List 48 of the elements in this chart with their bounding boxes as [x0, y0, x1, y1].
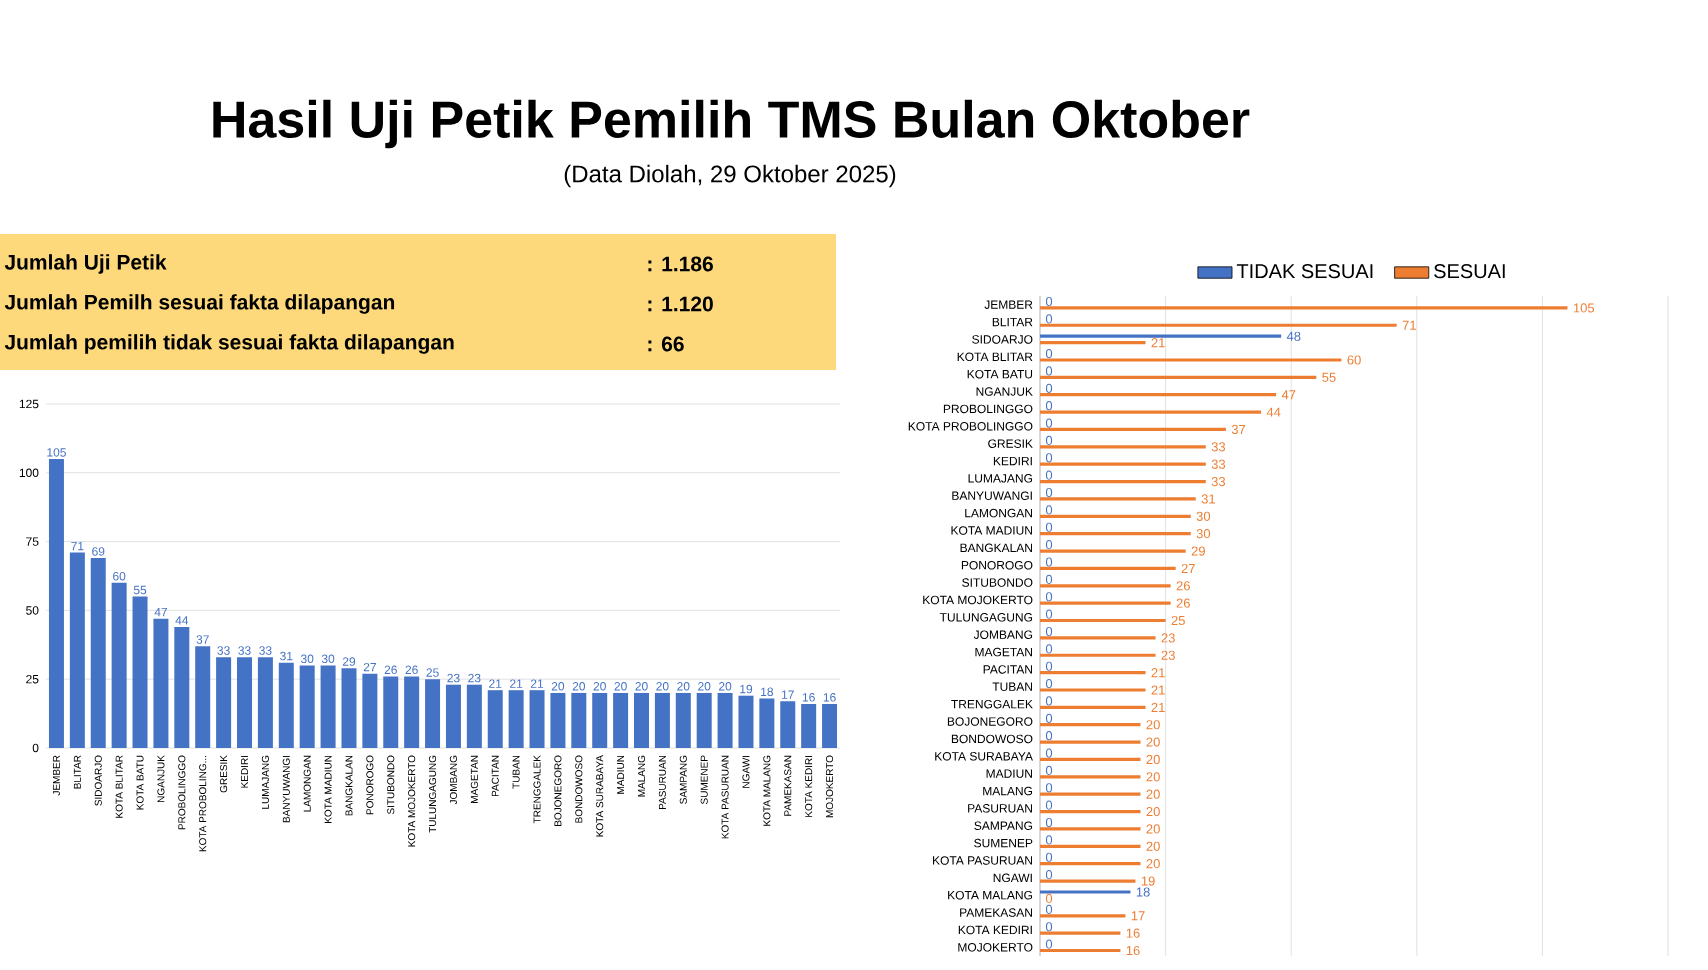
bar	[174, 627, 190, 749]
bar	[634, 693, 649, 749]
bar	[487, 690, 503, 749]
bar	[780, 701, 796, 749]
bar	[654, 693, 670, 749]
legend-label: SESUAI	[1434, 264, 1505, 279]
legend-label: TIDAK SESUAI	[1236, 264, 1373, 279]
bar	[466, 684, 482, 749]
bar	[111, 582, 127, 749]
text: (Data Diolah, 29 Oktober 2025)	[564, 164, 896, 188]
bar	[90, 558, 106, 749]
bar	[69, 552, 85, 749]
bar	[445, 684, 461, 749]
text: Jumlah Uji Petik	[4, 254, 167, 274]
bar	[571, 693, 587, 749]
bar	[216, 657, 232, 749]
bar	[132, 596, 148, 749]
text: Jumlah pemilih tidak sesuai fakta dilapangan	[4, 334, 454, 354]
bar	[341, 668, 357, 749]
bar	[759, 698, 775, 749]
bar	[195, 646, 211, 749]
bar	[801, 704, 817, 749]
text: : 66	[648, 336, 684, 352]
bar	[613, 693, 629, 749]
bar	[362, 673, 378, 749]
text: Jumlah Pemilh sesuai fakta dilapangan	[4, 294, 395, 314]
text: : 1.186	[648, 256, 713, 272]
text: Hasil Uji Petik Pemilih TMS Bulan Oktober	[213, 99, 1250, 149]
bar	[153, 618, 169, 749]
bar	[48, 459, 64, 749]
bar	[320, 665, 336, 749]
text: : 1.120	[648, 296, 713, 312]
bar	[738, 695, 754, 749]
bar	[257, 657, 273, 749]
bar	[425, 679, 441, 749]
bar	[675, 693, 691, 749]
bar	[299, 665, 315, 749]
bar	[237, 657, 253, 749]
bar	[278, 662, 294, 749]
bar	[404, 676, 420, 749]
bar	[550, 693, 566, 749]
bar	[696, 693, 712, 749]
bar	[592, 693, 608, 749]
bar	[508, 690, 524, 749]
bar	[822, 704, 838, 749]
bar	[717, 693, 733, 749]
bar	[529, 690, 545, 749]
bar	[383, 676, 399, 749]
